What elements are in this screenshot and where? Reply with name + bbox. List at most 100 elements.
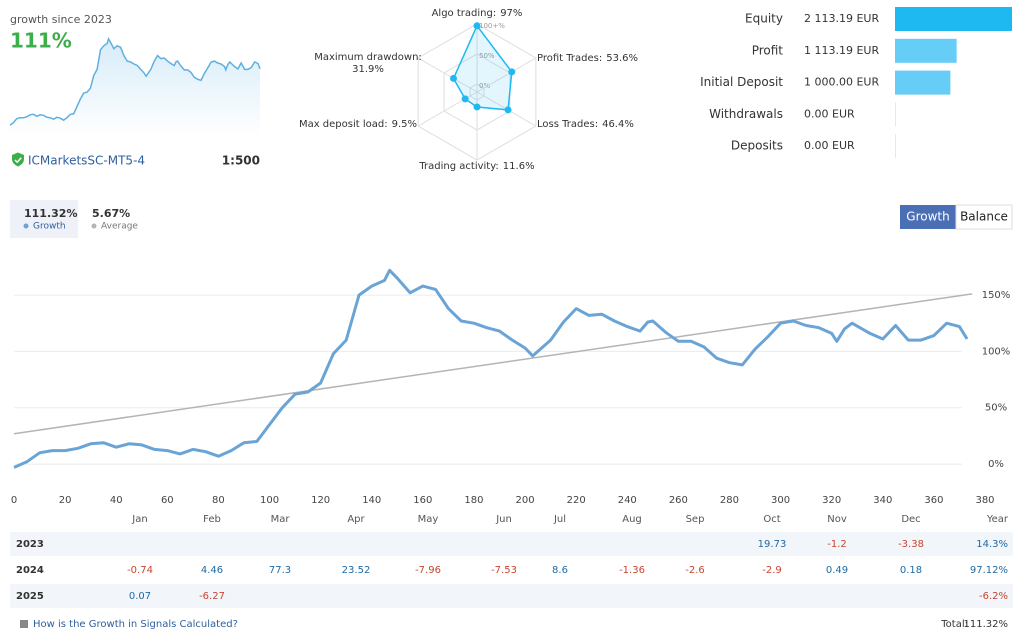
row-year: 2025 bbox=[16, 591, 44, 602]
column-header: Mar bbox=[271, 514, 291, 525]
mini-title: growth since 2023 bbox=[10, 13, 112, 26]
radar-axis-label: Algo trading: 97% bbox=[432, 8, 523, 19]
growth-summary-value: 111.32% bbox=[24, 207, 77, 220]
radar-axis-name: Maximum drawdown: bbox=[314, 52, 422, 63]
x-tick-label: 0 bbox=[11, 495, 17, 506]
table-cell: -6.2% bbox=[979, 591, 1008, 602]
table-row bbox=[10, 558, 1013, 582]
table-cell: -3.38 bbox=[898, 539, 924, 550]
verified-icon bbox=[12, 152, 24, 167]
stat-value: 0.00 EUR bbox=[804, 107, 855, 120]
radar-axis-name: Algo trading: bbox=[432, 8, 497, 19]
growth-tab-label[interactable]: Growth bbox=[906, 210, 949, 224]
column-header: Feb bbox=[203, 514, 221, 525]
radar-point bbox=[504, 106, 512, 114]
table-cell: -6.27 bbox=[199, 591, 225, 602]
table-cell: 8.6 bbox=[552, 565, 568, 576]
stat-value: 2 113.19 EUR bbox=[804, 12, 879, 25]
x-tick-label: 320 bbox=[822, 495, 841, 506]
x-tick-label: 40 bbox=[110, 495, 123, 506]
x-tick-label: 80 bbox=[212, 495, 225, 506]
table-cell: 23.52 bbox=[342, 565, 371, 576]
table-cell: 0.18 bbox=[900, 565, 922, 576]
mini-area bbox=[10, 38, 260, 135]
y-tick-label: 50% bbox=[985, 403, 1007, 414]
growth-line bbox=[13, 268, 969, 469]
x-tick-label: 300 bbox=[771, 495, 790, 506]
table-cell: -1.2 bbox=[827, 539, 847, 550]
radar-spoke bbox=[417, 57, 478, 93]
radar-axis-value: 11.6% bbox=[503, 161, 535, 172]
x-tick-label: 180 bbox=[464, 495, 483, 506]
radar-point bbox=[473, 103, 481, 111]
stat-label: Withdrawals bbox=[709, 107, 783, 121]
column-header: Jan bbox=[131, 514, 147, 525]
stat-value: 1 000.00 EUR bbox=[804, 76, 879, 89]
balance-tab[interactable] bbox=[955, 204, 1013, 230]
radar-axis-name: Profit Trades: bbox=[537, 53, 602, 64]
stat-value: 0.00 EUR bbox=[804, 139, 855, 152]
column-header: Jul bbox=[553, 514, 566, 525]
x-tick-label: 20 bbox=[59, 495, 72, 506]
stat-label: Initial Deposit bbox=[700, 75, 783, 89]
table-cell: -0.74 bbox=[127, 565, 153, 576]
stat-label: Equity bbox=[745, 12, 783, 26]
leverage: 1:500 bbox=[222, 154, 260, 168]
table-cell: 0.07 bbox=[129, 591, 151, 602]
table-cell: 97.12% bbox=[970, 565, 1008, 576]
table-cell: -2.9 bbox=[762, 565, 782, 576]
help-link[interactable]: How is the Growth in Signals Calculated? bbox=[33, 619, 238, 630]
radar-axis-value: 46.4% bbox=[602, 119, 634, 130]
growth-summary-box[interactable] bbox=[10, 200, 78, 238]
table-cell: -2.6 bbox=[685, 565, 705, 576]
table-cell: 19.73 bbox=[758, 539, 787, 550]
x-tick-label: 140 bbox=[362, 495, 381, 506]
balance-tab-label[interactable]: Balance bbox=[960, 210, 1008, 224]
stat-value: 1 113.19 EUR bbox=[804, 44, 879, 57]
radar-point bbox=[461, 95, 469, 103]
x-tick-label: 120 bbox=[311, 495, 330, 506]
y-tick-label: 0% bbox=[988, 459, 1004, 470]
radar-tick-label: 100+% bbox=[479, 22, 505, 30]
growth-tab[interactable] bbox=[900, 205, 956, 229]
radar-point bbox=[473, 22, 481, 30]
column-header: Sep bbox=[686, 514, 705, 525]
x-tick-label: 220 bbox=[567, 495, 586, 506]
average-summary-value: 5.67% bbox=[92, 207, 130, 220]
x-tick-label: 360 bbox=[924, 495, 943, 506]
radar-axis-name: Loss Trades: bbox=[537, 119, 598, 130]
legend-label: Average bbox=[101, 222, 138, 232]
table-cell: 77.3 bbox=[269, 565, 291, 576]
row-year: 2024 bbox=[16, 565, 44, 576]
radar-axis-value: 53.6% bbox=[606, 53, 638, 64]
column-header: Apr bbox=[347, 514, 365, 525]
column-header: Oct bbox=[763, 514, 780, 525]
total-value: 111.32% bbox=[964, 619, 1009, 630]
x-tick-label: 240 bbox=[618, 495, 637, 506]
mini-line bbox=[9, 37, 261, 126]
stat-bar bbox=[895, 70, 951, 95]
radar-axis-label: Max deposit load: 9.5% bbox=[299, 119, 417, 130]
x-tick-label: 340 bbox=[873, 495, 892, 506]
radar-point bbox=[508, 68, 516, 76]
legend-dot bbox=[91, 223, 97, 229]
radar-axis-label: Loss Trades: 46.4% bbox=[537, 119, 634, 130]
stat-bar bbox=[895, 7, 1012, 31]
x-tick-label: 100 bbox=[260, 495, 279, 506]
radar-axis-label: Trading activity: 11.6% bbox=[418, 161, 534, 172]
radar-point bbox=[449, 74, 457, 82]
total-label: Total: bbox=[940, 619, 968, 630]
x-tick-label: 280 bbox=[720, 495, 739, 506]
broker-link[interactable]: ICMarketsSC-MT5-4 bbox=[28, 154, 145, 168]
radar-axis-name: Max deposit load: bbox=[299, 119, 388, 130]
column-header: Jun bbox=[495, 514, 512, 525]
table-cell: -7.96 bbox=[415, 565, 441, 576]
stat-bar bbox=[895, 38, 957, 63]
y-tick-label: 150% bbox=[982, 290, 1011, 301]
row-year: 2023 bbox=[16, 539, 44, 550]
y-tick-label: 100% bbox=[982, 346, 1011, 357]
x-tick-label: 200 bbox=[516, 495, 535, 506]
verified-check bbox=[14, 157, 22, 164]
stat-label: Deposits bbox=[731, 139, 783, 153]
